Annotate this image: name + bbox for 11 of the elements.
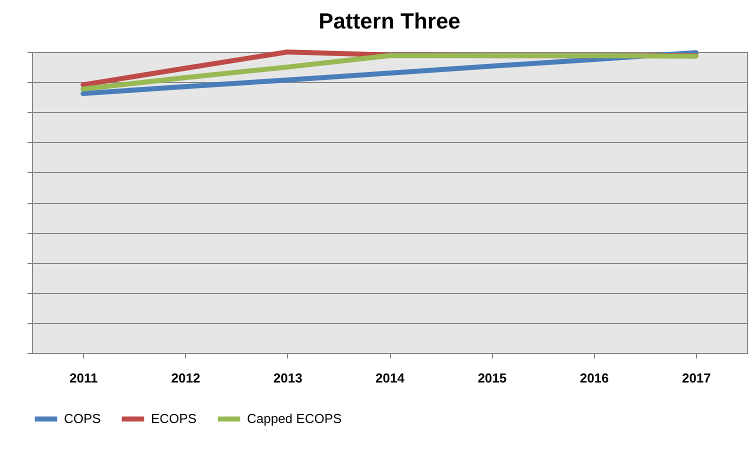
x-tick-label: 2013 [273, 370, 302, 386]
legend-label: Capped ECOPS [247, 411, 342, 426]
legend-label: COPS [64, 411, 102, 426]
x-tick-label: 2012 [171, 370, 200, 386]
x-tick-label: 2015 [478, 370, 507, 386]
x-tick-label: 2014 [376, 370, 406, 386]
x-tick-label: 2011 [69, 370, 98, 386]
x-tick-label: 2016 [580, 370, 609, 386]
chart-title: Pattern Three [318, 8, 460, 34]
legend-label: ECOPS [151, 411, 197, 426]
x-tick-label: 2017 [682, 370, 711, 386]
